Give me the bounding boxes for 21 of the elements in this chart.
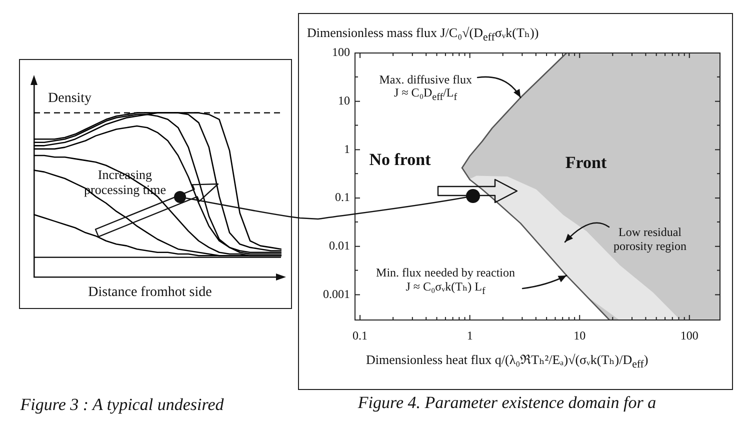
y-axis-title: Density (48, 90, 92, 108)
x-axis-title: Distance fromhot side (88, 284, 212, 302)
y-axis-title: Dimensionless mass flux J/C₀√(D$_{eff}$σᵥk(Tₕ)) (307, 24, 539, 44)
y-tick-label: 1 (344, 142, 350, 156)
x-tick-label: 10 (574, 328, 586, 342)
y-tick-label: 10 (338, 94, 350, 108)
y-tick-label: 0.1 (335, 190, 350, 204)
annotation: Min. flux needed by reaction J ≈ C₀σᵥk(Tₕ) L$_{f}$ (376, 266, 515, 298)
caption: Figure 3 : A typical undesired (20, 395, 224, 415)
x-axis-title: Dimensionless heat flux q/(λ₀ℜTₕ²/Eₐ)√(σᵥk(Tₕ)/D$_{eff}$) (366, 352, 648, 372)
x-tick-label: 100 (680, 328, 698, 342)
x-tick-label: 0.1 (352, 328, 368, 342)
y-tick-label: 0.001 (323, 286, 350, 301)
caption: Figure 4. Parameter existence domain for a (358, 393, 656, 413)
x-tick-label: 1 (466, 328, 473, 342)
y-tick-label: 0.01 (329, 238, 350, 253)
annotation: No front (369, 150, 431, 170)
annotation: Low residual porosity region (612, 225, 688, 254)
y-tick-label: 100 (332, 45, 350, 60)
annotation: Max. diffusive flux J ≈ C₀D$_{eff}$/L$_{f}$ (379, 72, 472, 104)
annotation: Front (565, 153, 607, 173)
